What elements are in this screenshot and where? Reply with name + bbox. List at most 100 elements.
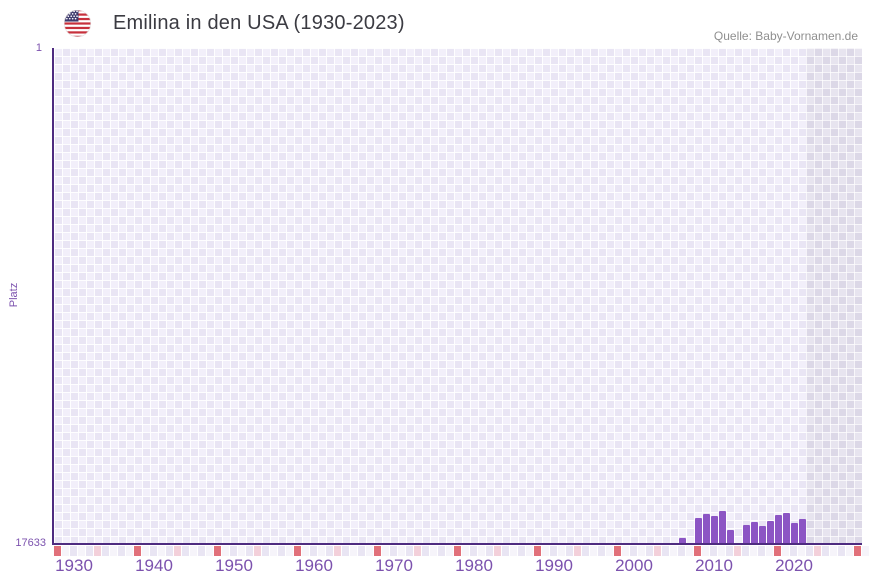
year-marker-cell [750,546,757,556]
year-marker-cell [198,546,205,556]
year-marker-cell [550,546,557,556]
year-marker-cell [166,546,173,556]
bar-2021[interactable] [799,519,806,543]
bar-2017[interactable] [767,521,774,543]
year-marker-cell [254,546,261,556]
year-marker-cell [678,546,685,556]
year-marker-cell [830,546,837,556]
year-marker-cell [566,546,573,556]
year-marker-cell [814,546,821,556]
bar-2009[interactable] [703,514,710,543]
x-tick-1930: 1930 [55,556,93,575]
axis-marker-strip [54,546,869,556]
year-marker-cell [494,546,501,556]
year-marker-cell [518,546,525,556]
x-tick-1950: 1950 [215,556,253,575]
y-axis-line [52,48,54,545]
year-marker-cell [126,546,133,556]
year-marker-cell [302,546,309,556]
year-marker-cell [534,546,541,556]
year-marker-cell [334,546,341,556]
year-marker-cell [486,546,493,556]
y-axis-top-label: 1 [35,42,42,54]
year-marker-cell [214,546,221,556]
year-marker-cell [662,546,669,556]
year-marker-cell [462,546,469,556]
year-marker-cell [758,546,765,556]
year-marker-cell [710,546,717,556]
page-title: Emilina in den USA (1930-2023) [113,12,405,34]
bar-2014[interactable] [743,525,750,543]
year-marker-cell [614,546,621,556]
bar-2020[interactable] [791,523,798,543]
year-marker-cell [70,546,77,556]
usa-flag-icon [63,9,92,38]
year-marker-cell [726,546,733,556]
x-tick-2020: 2020 [775,556,813,575]
year-marker-cell [310,546,317,556]
year-marker-cell [734,546,741,556]
year-marker-cell [374,546,381,556]
source-link[interactable]: Quelle: Baby-Vornamen.de [713,29,858,43]
bar-2010[interactable] [711,516,718,543]
year-marker-cell [326,546,333,556]
year-marker-cell [438,546,445,556]
year-marker-cell [350,546,357,556]
year-marker-cell [646,546,653,556]
year-marker-cell [782,546,789,556]
y-axis-title: Platz [8,282,20,308]
year-marker-cell [390,546,397,556]
x-tick-1960: 1960 [295,556,333,575]
year-marker-cell [158,546,165,556]
year-marker-cell [190,546,197,556]
bar-2008[interactable] [695,518,702,543]
year-marker-cell [318,546,325,556]
year-marker-cell [382,546,389,556]
bar-2018[interactable] [775,515,782,543]
year-marker-cell [142,546,149,556]
year-marker-cell [478,546,485,556]
year-marker-cell [286,546,293,556]
year-marker-cell [558,546,565,556]
year-marker-cell [574,546,581,556]
year-marker-cell [94,546,101,556]
year-marker-cell [134,546,141,556]
year-marker-cell [422,546,429,556]
bar-2006[interactable] [679,538,686,543]
bar-2019[interactable] [783,513,790,543]
year-marker-cell [342,546,349,556]
year-marker-cell [582,546,589,556]
year-marker-cell [102,546,109,556]
year-marker-cell [542,546,549,556]
year-marker-cell [686,546,693,556]
year-marker-cell [598,546,605,556]
year-marker-cell [454,546,461,556]
year-marker-cell [62,546,69,556]
year-marker-cell [470,546,477,556]
year-marker-cell [118,546,125,556]
year-marker-cell [446,546,453,556]
year-marker-cell [246,546,253,556]
year-marker-cell [822,546,829,556]
year-marker-cell [502,546,509,556]
year-marker-cell [262,546,269,556]
year-marker-cell [270,546,277,556]
year-marker-cell [358,546,365,556]
bar-2015[interactable] [751,522,758,543]
year-marker-cell [622,546,629,556]
year-marker-cell [238,546,245,556]
no-data-band [806,48,862,543]
bar-2016[interactable] [759,526,766,543]
year-marker-cell [854,546,861,556]
year-marker-cell [838,546,845,556]
bar-2012[interactable] [727,530,734,543]
year-marker-cell [150,546,157,556]
year-marker-cell [774,546,781,556]
year-marker-cell [790,546,797,556]
x-tick-1970: 1970 [375,556,413,575]
x-tick-2000: 2000 [615,556,653,575]
bar-2011[interactable] [719,511,726,543]
year-marker-cell [206,546,213,556]
year-marker-cell [638,546,645,556]
